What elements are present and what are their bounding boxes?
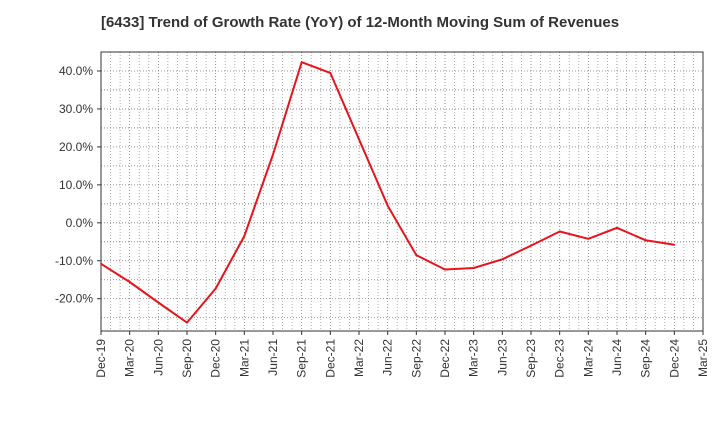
data-point — [644, 239, 647, 242]
chart-title: [6433] Trend of Growth Rate (YoY) of 12-… — [100, 14, 620, 31]
data-point — [329, 71, 332, 74]
data-point — [128, 281, 131, 283]
y-tick-label: 0.0% — [66, 216, 94, 230]
data-point — [157, 301, 160, 304]
data-point — [300, 61, 303, 64]
data-point — [673, 243, 676, 246]
x-tick-label: Jun-21 — [266, 339, 280, 376]
x-tick-label: Mar-22 — [352, 339, 366, 377]
data-point — [100, 262, 102, 265]
x-tick-label: Jun-22 — [381, 339, 395, 376]
data-point — [444, 268, 446, 271]
x-tick-label: Mar-25 — [696, 339, 710, 377]
x-tick-label: Dec-20 — [209, 339, 223, 378]
y-tick-label: 40.0% — [59, 64, 93, 78]
data-point — [472, 267, 475, 269]
y-tick-label: 10.0% — [59, 178, 93, 192]
data-point — [501, 258, 504, 261]
y-tick-label: 30.0% — [59, 102, 93, 116]
data-point — [214, 287, 217, 290]
data-point — [530, 244, 532, 247]
x-tick-label: Sep-23 — [524, 339, 538, 378]
x-tick-label: Dec-19 — [94, 339, 108, 378]
x-tick-label: Jun-23 — [495, 339, 509, 376]
data-point — [186, 321, 188, 324]
x-tick-label: Sep-24 — [639, 339, 653, 378]
data-point — [358, 138, 360, 141]
data-point — [243, 235, 246, 238]
data-point — [616, 226, 618, 229]
data-point — [272, 153, 274, 156]
x-tick-label: Sep-22 — [409, 339, 423, 378]
data-point — [587, 237, 590, 240]
data-point — [386, 204, 389, 207]
x-tick-label: Jun-24 — [610, 339, 624, 376]
y-tick-label: 20.0% — [59, 140, 93, 154]
x-tick-label: Dec-23 — [553, 339, 567, 378]
x-tick-label: Sep-21 — [295, 339, 309, 378]
y-tick-label: -10.0% — [55, 254, 93, 268]
x-tick-label: Dec-24 — [667, 339, 681, 378]
x-tick-label: Dec-22 — [438, 339, 452, 378]
plot-frame — [100, 51, 704, 332]
plot-area — [101, 52, 703, 331]
data-point — [558, 230, 561, 233]
y-tick-label: -20.0% — [55, 292, 93, 306]
x-tick-label: Dec-21 — [323, 339, 337, 378]
x-tick-label: Sep-20 — [180, 339, 194, 378]
x-tick-label: Mar-24 — [581, 339, 595, 377]
x-tick-label: Mar-23 — [467, 339, 481, 377]
x-tick-label: Mar-21 — [237, 339, 251, 377]
x-tick-label: Mar-20 — [123, 339, 137, 377]
data-point — [415, 254, 418, 256]
x-tick-label: Jun-20 — [151, 339, 165, 376]
